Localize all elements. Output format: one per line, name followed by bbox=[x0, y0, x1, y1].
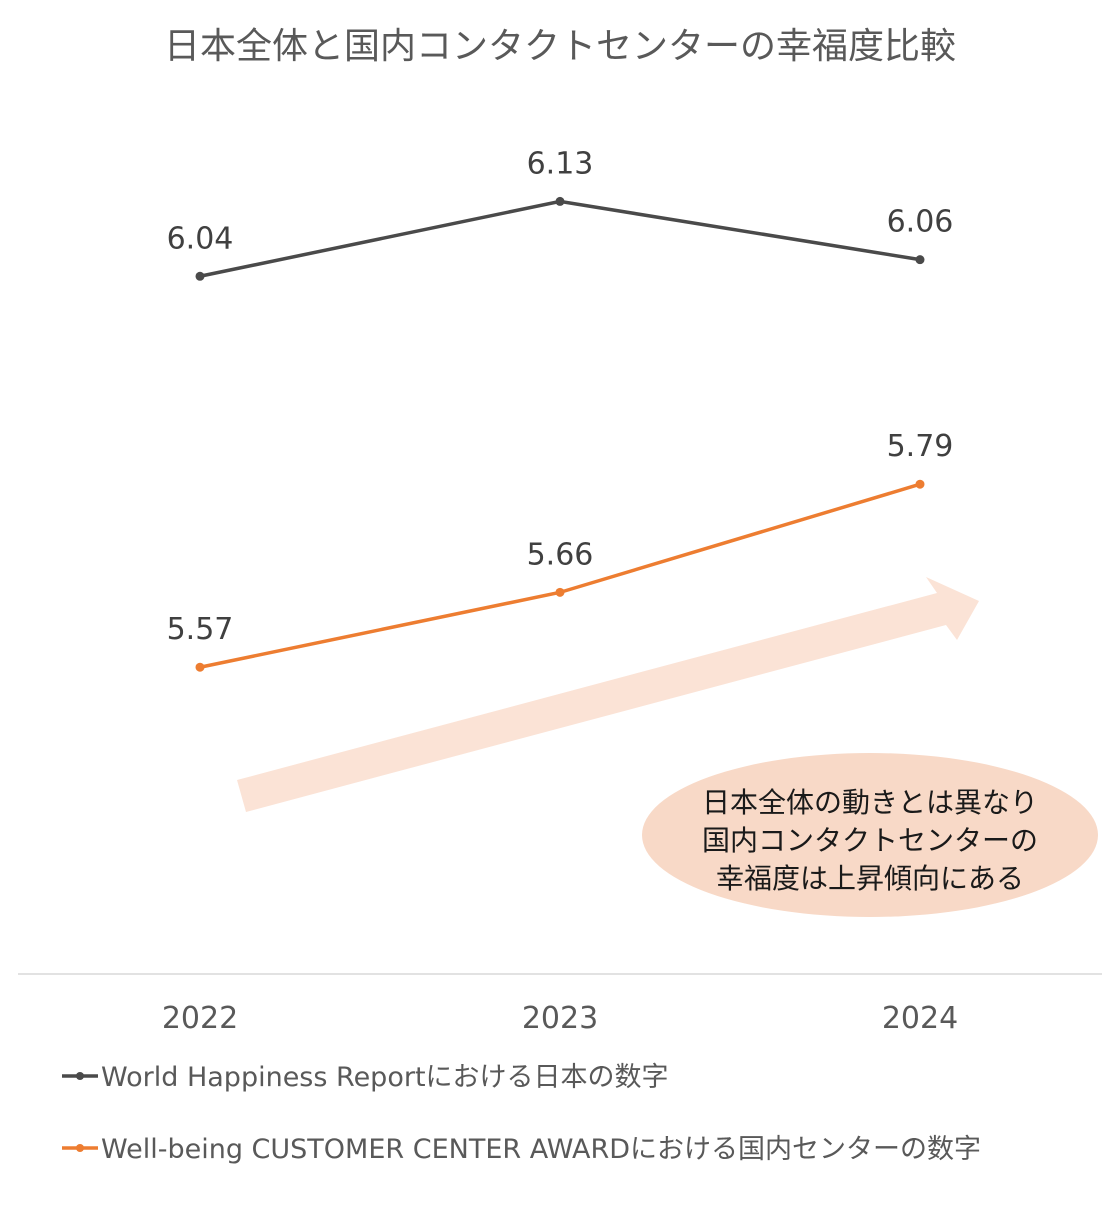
trend-arrow bbox=[237, 577, 979, 812]
series-line-japan bbox=[199, 199, 921, 278]
legend-label-contact-center: Well-being CUSTOMER CENTER AWARDにおける国内セン… bbox=[101, 1134, 981, 1165]
data-point bbox=[555, 587, 565, 597]
chart-title: 日本全体と国内コンタクトセンターの幸福度比較 bbox=[164, 26, 956, 67]
data-point bbox=[195, 271, 205, 281]
annotation-line-1: 日本全体の動きとは異なり bbox=[702, 786, 1038, 819]
legend-label-japan: World Happiness Reportにおける日本の数字 bbox=[101, 1062, 669, 1093]
data-point bbox=[915, 479, 925, 489]
annotation-bubble bbox=[642, 753, 1098, 917]
legend-marker-contact-center bbox=[76, 1144, 84, 1152]
x-tick-label: 2022 bbox=[162, 1001, 238, 1036]
data-point bbox=[195, 662, 205, 672]
data-label: 6.13 bbox=[527, 146, 594, 181]
data-point bbox=[915, 255, 925, 265]
data-label: 5.79 bbox=[887, 429, 954, 464]
data-point bbox=[555, 196, 565, 206]
x-tick-label: 2024 bbox=[882, 1001, 958, 1036]
data-label: 6.04 bbox=[167, 221, 234, 256]
data-label: 5.66 bbox=[527, 537, 594, 572]
x-tick-label: 2023 bbox=[522, 1001, 598, 1036]
annotation-line-2: 国内コンタクトセンターの bbox=[702, 824, 1038, 857]
legend: World Happiness Reportにおける日本の数字 Well-bei… bbox=[62, 1062, 981, 1165]
data-label: 5.57 bbox=[167, 612, 234, 647]
annotation-line-3: 幸福度は上昇傾向にある bbox=[716, 862, 1024, 895]
legend-marker-japan bbox=[76, 1072, 84, 1080]
data-label: 6.06 bbox=[887, 205, 954, 240]
